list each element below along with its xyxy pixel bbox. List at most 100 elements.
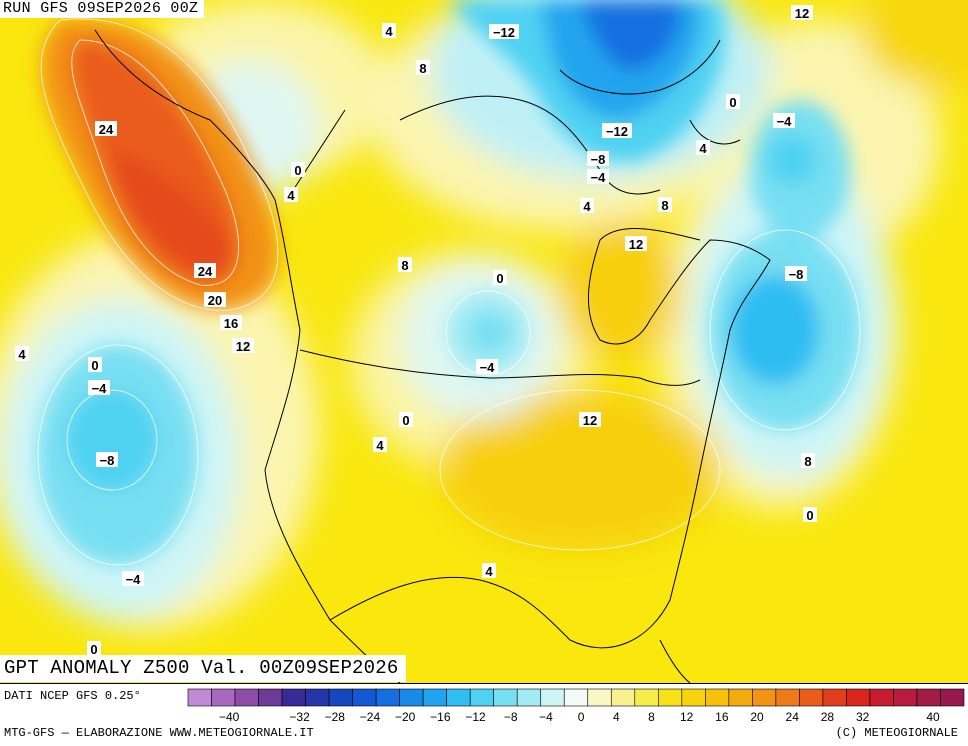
color-swatch xyxy=(728,688,753,707)
credit-right: (C) METEOGIORNALE xyxy=(835,726,958,740)
credit-left: MTG-GFS — ELABORAZIONE WWW.METEOGIORNALE… xyxy=(4,726,314,740)
color-swatch xyxy=(822,688,847,707)
contour-label: −4 xyxy=(122,571,144,587)
contour-label: 0 xyxy=(726,94,740,110)
color-swatch xyxy=(916,688,941,707)
svg-text:−8: −8 xyxy=(100,453,115,468)
scale-tick-label: 8 xyxy=(648,710,655,724)
contour-label: −4 xyxy=(88,380,110,396)
anomaly-field-cores xyxy=(38,0,860,565)
contour-label: −8 xyxy=(587,151,609,167)
contour-label: 0 xyxy=(399,412,413,428)
color-swatch xyxy=(328,688,353,707)
color-swatch xyxy=(281,688,306,707)
color-swatch xyxy=(187,688,212,707)
svg-text:12: 12 xyxy=(629,237,643,252)
color-swatch xyxy=(681,688,706,707)
contour-label: 8 xyxy=(801,453,815,469)
scale-tick-label: −24 xyxy=(360,710,381,724)
svg-text:24: 24 xyxy=(198,264,213,279)
svg-text:−4: −4 xyxy=(92,381,108,396)
svg-text:0: 0 xyxy=(402,413,409,428)
svg-text:0: 0 xyxy=(496,271,503,286)
svg-text:0: 0 xyxy=(294,163,301,178)
color-swatch xyxy=(493,688,518,707)
svg-text:−4: −4 xyxy=(126,572,142,587)
color-swatch xyxy=(869,688,894,707)
color-swatch xyxy=(516,688,542,707)
contour-label: 24 xyxy=(194,263,216,279)
svg-text:0: 0 xyxy=(91,358,98,373)
scale-tick-label: −8 xyxy=(504,710,518,724)
svg-text:4: 4 xyxy=(287,188,295,203)
contour-label: −4 xyxy=(587,169,609,185)
contour-label: 20 xyxy=(204,292,226,308)
color-swatch xyxy=(352,688,377,707)
color-swatch xyxy=(893,688,918,707)
svg-text:24: 24 xyxy=(99,122,114,137)
color-swatch xyxy=(775,688,800,707)
contour-label: 8 xyxy=(416,60,430,76)
scale-tick-label: 4 xyxy=(613,710,620,724)
contour-label: 0 xyxy=(803,507,817,523)
svg-text:16: 16 xyxy=(224,316,238,331)
legend-bar: DATI NCEP GFS 0.25° −40 −32 −28 −24 −20 −16 −1… xyxy=(0,683,968,746)
contour-label: 4 xyxy=(482,563,496,579)
contour-label: 24 xyxy=(95,121,117,137)
color-scale: −40 −32 −28 −24 −20 −16 −12 −8 −4 0 4 8 12 16 20 24 28 32… xyxy=(187,688,965,724)
color-swatch xyxy=(305,688,330,707)
svg-text:−4: −4 xyxy=(591,170,607,185)
data-source-label: DATI NCEP GFS 0.25° xyxy=(4,689,141,703)
svg-text:8: 8 xyxy=(419,61,426,76)
scale-tick-label: 28 xyxy=(821,710,835,724)
svg-text:0: 0 xyxy=(90,642,97,657)
color-swatch xyxy=(211,688,236,707)
contour-label: 0 xyxy=(291,162,305,178)
color-swatch xyxy=(399,688,424,707)
contour-label: 12 xyxy=(232,338,254,354)
contour-label: 4 xyxy=(284,187,298,203)
svg-text:−8: −8 xyxy=(789,267,804,282)
scale-tick-label: −40 xyxy=(219,710,240,724)
contour-label: 12 xyxy=(625,236,647,252)
color-swatch xyxy=(375,688,400,707)
contour-label: −8 xyxy=(785,266,807,282)
svg-text:−4: −4 xyxy=(777,114,793,129)
map-caption: GPT ANOMALY Z500 Val. 00Z09SEP2026 xyxy=(0,655,407,682)
svg-text:4: 4 xyxy=(18,347,26,362)
svg-text:−8: −8 xyxy=(591,152,606,167)
contour-label: −8 xyxy=(96,452,118,468)
color-swatch xyxy=(234,688,259,707)
contour-label: 12 xyxy=(791,5,813,21)
color-swatch xyxy=(540,688,565,707)
contour-label: 0 xyxy=(87,641,101,657)
color-swatch xyxy=(587,688,612,707)
svg-text:0: 0 xyxy=(729,95,736,110)
color-swatch xyxy=(846,688,871,707)
contour-label: 0 xyxy=(493,270,507,286)
svg-text:−4: −4 xyxy=(480,360,496,375)
contour-label: 8 xyxy=(658,197,672,213)
scale-tick-label: −32 xyxy=(289,710,310,724)
svg-text:4: 4 xyxy=(376,438,384,453)
color-swatch xyxy=(610,688,636,707)
scale-tick-label: −28 xyxy=(325,710,346,724)
contour-label: 0 xyxy=(88,357,102,373)
color-swatch xyxy=(940,688,965,707)
svg-text:0: 0 xyxy=(806,508,813,523)
color-swatch xyxy=(705,688,730,707)
color-swatch xyxy=(469,688,494,707)
contour-label: −4 xyxy=(773,113,795,129)
contour-label: 12 xyxy=(579,412,601,428)
scale-tick-label: 0 xyxy=(578,710,585,724)
svg-text:−12: −12 xyxy=(493,25,515,40)
contour-label: 4 xyxy=(373,437,387,453)
contour-label: −4 xyxy=(476,359,498,375)
color-swatch xyxy=(258,688,283,707)
contour-label: −12 xyxy=(489,24,519,40)
scale-tick-label: −20 xyxy=(395,710,416,724)
svg-text:4: 4 xyxy=(583,199,591,214)
